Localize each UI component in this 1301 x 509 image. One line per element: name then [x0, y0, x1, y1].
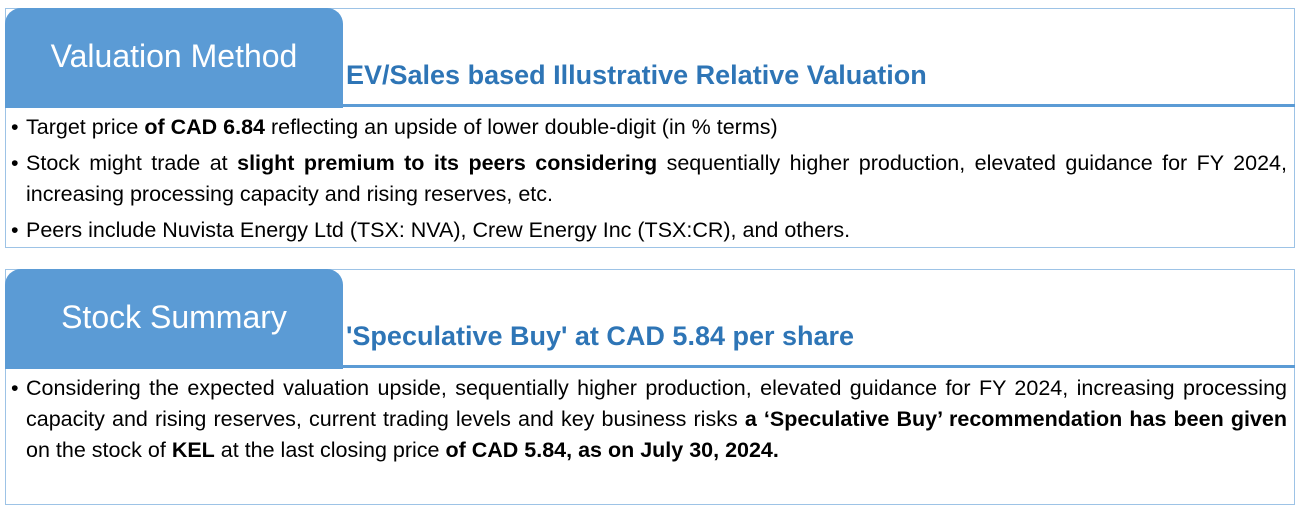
section-frame-top: [5, 269, 1295, 270]
bullet-premium: • Stock might trade at slight premium to …: [11, 148, 1287, 210]
section-frame-top: [5, 8, 1295, 9]
tab-label: Valuation Method: [50, 37, 298, 74]
bullet-peers: • Peers include Nuvista Energy Ltd (TSX: …: [11, 215, 1287, 246]
valuation-heading: EV/Sales based Illustrative Relative Val…: [346, 60, 927, 90]
tab-label: Stock Summary: [61, 298, 287, 335]
valuation-bullets: • Target price of CAD 6.84 reflecting an …: [11, 112, 1287, 246]
bullet-dot: •: [11, 376, 19, 400]
section-frame: [5, 8, 1295, 248]
heading-divider: [5, 365, 1295, 368]
heading-divider: [5, 104, 1295, 107]
section-frame: [5, 269, 1295, 505]
bullet-dot: •: [11, 151, 19, 175]
valuation-method-tab: Valuation Method: [5, 8, 343, 108]
bullet-dot: •: [11, 115, 19, 139]
stock-summary-tab: Stock Summary: [5, 269, 343, 369]
summary-heading: 'Speculative Buy' at CAD 5.84 per share: [346, 321, 855, 351]
bullet-dot: •: [11, 218, 19, 242]
summary-bullets: • Considering the expected valuation upsi…: [11, 373, 1287, 466]
bullet-target-price: • Target price of CAD 6.84 reflecting an …: [11, 112, 1287, 143]
stock-summary-section: Stock Summary 'Speculative Buy' at CAD 5…: [5, 269, 1295, 505]
valuation-method-section: Valuation Method EV/Sales based Illustra…: [5, 8, 1295, 248]
bullet-recommendation: • Considering the expected valuation upsi…: [11, 373, 1287, 466]
